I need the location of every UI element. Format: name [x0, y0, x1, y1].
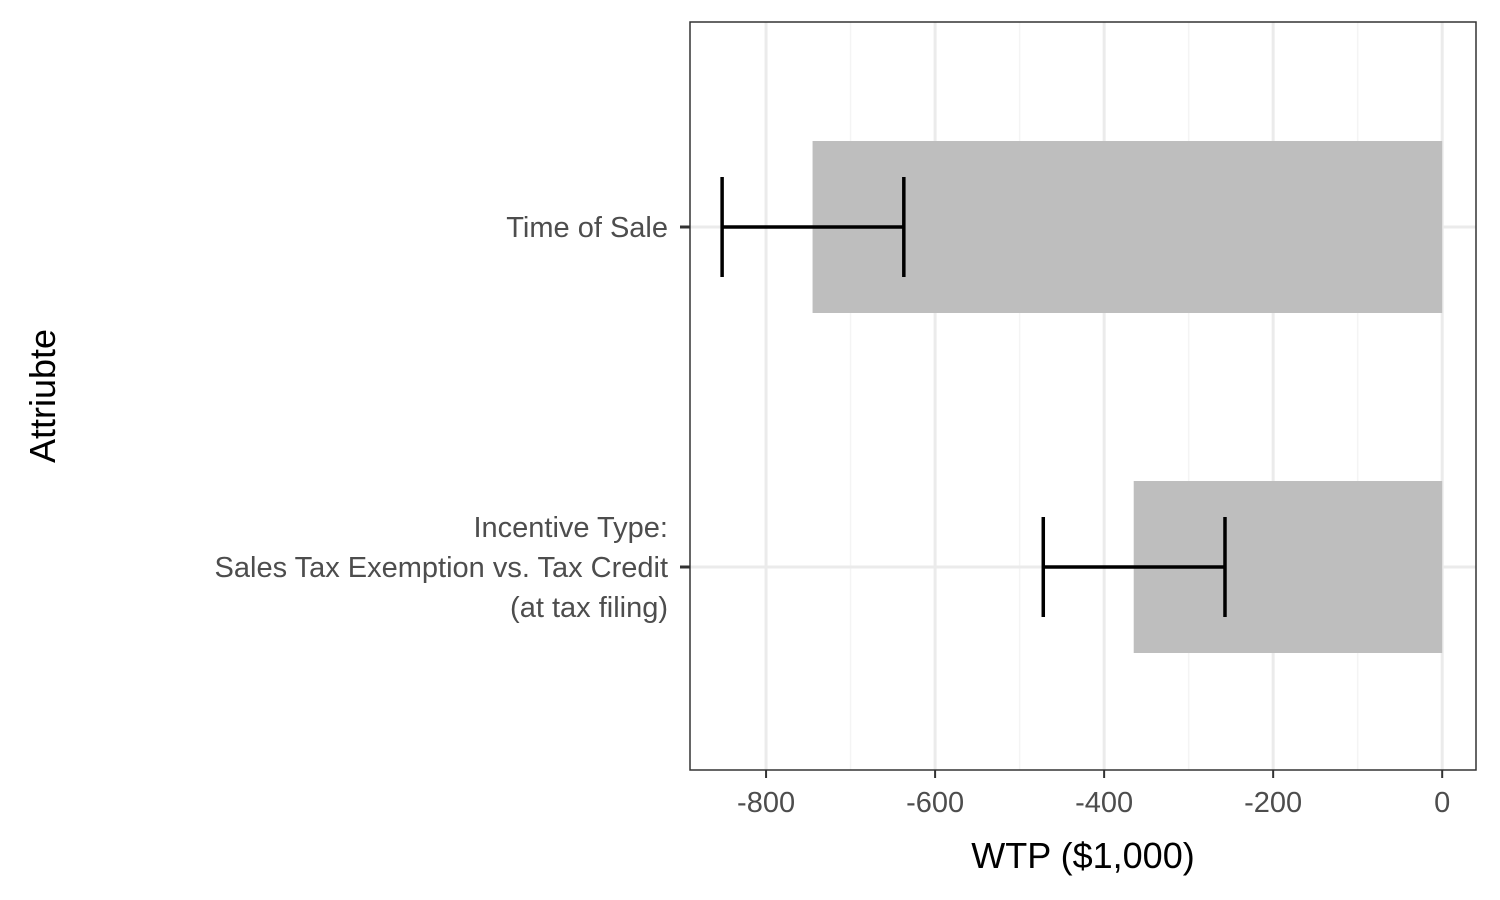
y-tick-label: Time of Sale: [506, 212, 668, 244]
x-tick-label: -600: [906, 787, 964, 819]
bars: [812, 141, 1443, 653]
y-tick-label: Incentive Type:: [473, 512, 668, 544]
x-tick-label: 0: [1434, 787, 1450, 819]
y-axis: Time of Sale Incentive Type: Sales Tax Exe…: [215, 212, 690, 624]
y-tick-label: (at tax filing): [510, 592, 668, 624]
x-tick-label: -400: [1075, 787, 1133, 819]
error-bars: [720, 177, 1227, 617]
y-tick-label: Sales Tax Exemption vs. Tax Credit: [215, 552, 668, 584]
x-tick-label: -800: [737, 787, 795, 819]
y-axis-title: Attriubte: [22, 329, 63, 463]
x-axis-title: WTP ($1,000): [971, 835, 1194, 876]
panel-border: [689, 21, 1477, 771]
bar: [812, 141, 1443, 313]
x-tick-label: -200: [1244, 787, 1302, 819]
grid-lines: [690, 22, 1476, 770]
x-axis: -800 -600 -400 -200 0: [737, 770, 1450, 819]
